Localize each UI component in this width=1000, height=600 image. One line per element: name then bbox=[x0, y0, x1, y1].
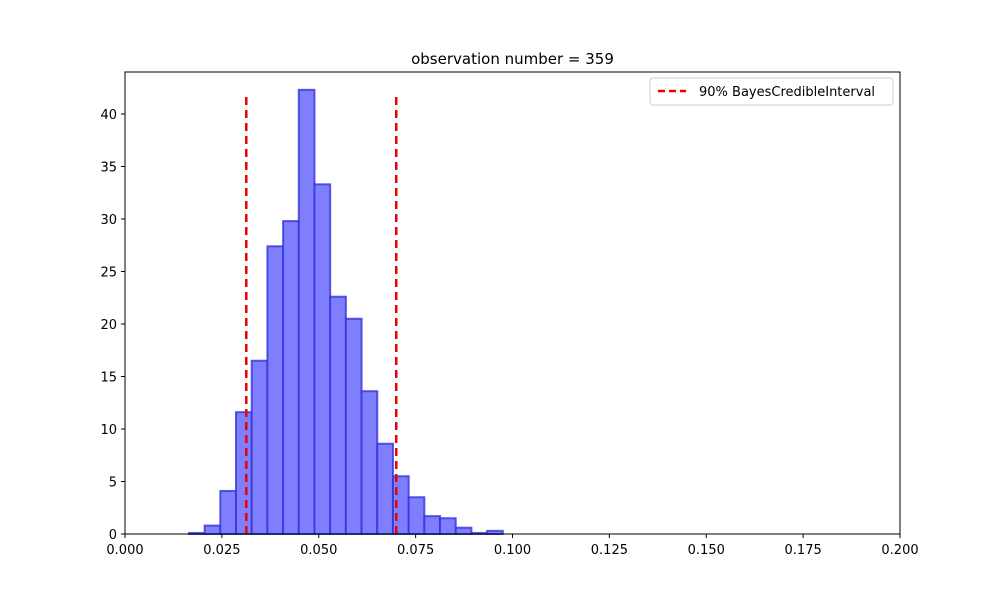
x-tick-label: 0.025 bbox=[203, 543, 240, 558]
y-tick-label: 15 bbox=[100, 371, 117, 386]
y-tick-label: 20 bbox=[100, 318, 117, 333]
histogram-bar bbox=[454, 526, 473, 536]
histogram-bar bbox=[376, 442, 394, 536]
x-tick-label: 0.200 bbox=[881, 543, 918, 558]
y-tick-label: 5 bbox=[109, 476, 117, 491]
histogram-bar bbox=[407, 496, 426, 535]
x-tick-label: 0.125 bbox=[591, 543, 628, 558]
histogram-bar bbox=[297, 88, 316, 535]
x-tick-label: 0.075 bbox=[397, 543, 434, 558]
x-tick-label: 0.100 bbox=[494, 543, 531, 558]
legend-box bbox=[649, 77, 894, 106]
histogram-bar bbox=[329, 295, 347, 536]
histogram-bar bbox=[360, 390, 379, 536]
x-tick-label: 0.150 bbox=[688, 543, 725, 558]
legend-label: 90% BayesCredibleInterval bbox=[699, 85, 875, 100]
histogram-bar bbox=[203, 524, 222, 535]
y-tick-label: 30 bbox=[100, 213, 117, 228]
y-tick-label: 10 bbox=[100, 423, 117, 438]
x-tick-label: 0.050 bbox=[300, 543, 337, 558]
histogram-bar bbox=[344, 317, 363, 535]
histogram-bar bbox=[282, 220, 300, 535]
y-tick-label: 40 bbox=[100, 108, 117, 123]
x-tick-label: 0.175 bbox=[785, 543, 822, 558]
legend: 90% BayesCredibleInterval bbox=[649, 77, 894, 106]
x-axis: 0.000 0.025 0.050 0.075 0.100 0.125 0.150 0.175… bbox=[106, 534, 919, 558]
y-axis: 0 5 10 15 20 25 30 35 40 bbox=[100, 108, 125, 543]
histogram-bar bbox=[250, 359, 269, 535]
y-tick-label: 25 bbox=[100, 266, 117, 281]
histogram-bar bbox=[423, 515, 442, 536]
y-tick-label: 0 bbox=[109, 528, 117, 543]
bars-layer bbox=[187, 88, 504, 536]
histogram-bar bbox=[313, 183, 332, 535]
histogram-bar bbox=[235, 411, 253, 536]
x-tick-label: 0.000 bbox=[106, 543, 143, 558]
histogram-bar bbox=[439, 517, 457, 535]
credible-interval-lines bbox=[245, 91, 398, 534]
y-tick-label: 35 bbox=[100, 161, 117, 176]
histogram-bar bbox=[219, 489, 238, 536]
chart-title: observation number = 359 bbox=[411, 50, 614, 68]
histogram-bar bbox=[266, 245, 285, 536]
